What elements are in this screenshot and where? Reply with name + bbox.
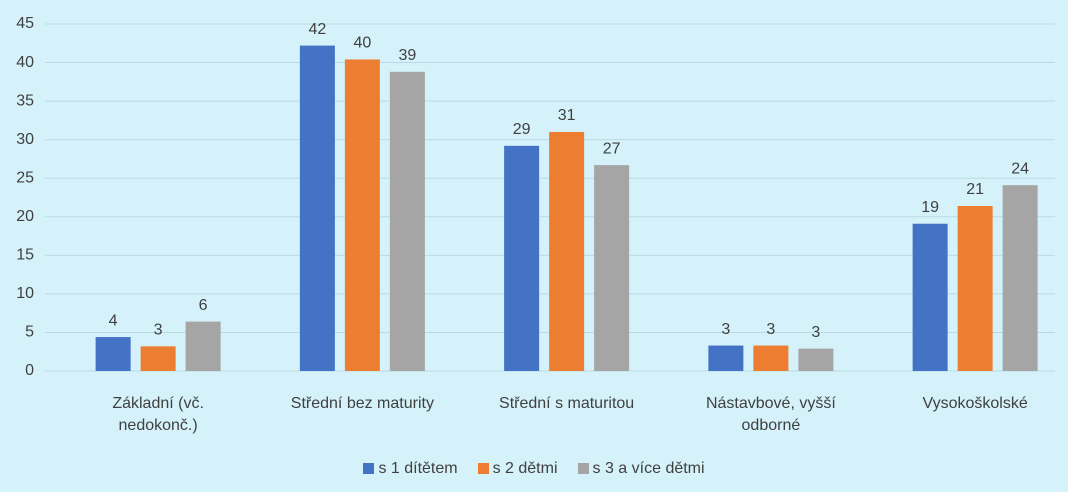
data-label: 29	[513, 121, 531, 138]
data-label: 3	[721, 321, 730, 338]
bar	[1002, 185, 1038, 371]
data-label: 39	[398, 47, 416, 64]
x-tick-label: Vysokoškolské	[922, 395, 1028, 412]
legend-swatch	[477, 463, 489, 474]
y-tick-label: 25	[16, 169, 34, 186]
data-label: 3	[811, 324, 820, 341]
bar	[708, 345, 744, 371]
bar	[594, 165, 630, 371]
legend-swatch	[363, 463, 375, 474]
data-label: 19	[921, 199, 939, 216]
bar	[344, 59, 380, 372]
bar	[299, 45, 335, 371]
data-label: 42	[308, 21, 326, 38]
legend-label: s 1 dítětem	[378, 460, 458, 477]
data-label: 3	[766, 321, 775, 338]
bar	[95, 337, 131, 371]
x-tick-label: Základní (vč. nedokonč.)	[112, 395, 204, 434]
data-label: 21	[966, 181, 984, 198]
bar	[798, 348, 834, 371]
bar	[912, 223, 948, 371]
data-label: 3	[154, 322, 163, 339]
bar	[504, 145, 540, 371]
bar	[753, 345, 789, 371]
bar	[549, 131, 585, 371]
y-tick-label: 10	[16, 285, 34, 302]
data-label: 24	[1011, 160, 1029, 177]
y-tick-label: 45	[16, 15, 34, 32]
legend: s 1 dítětem s 2 dětmi s 3 a více dětmi	[0, 460, 1068, 478]
bar	[389, 71, 425, 371]
y-tick-label: 0	[25, 362, 34, 379]
legend-label: s 2 dětmi	[492, 460, 558, 477]
legend-item: s 1 dítětem	[363, 460, 458, 478]
y-tick-label: 30	[16, 131, 34, 148]
data-label: 6	[199, 297, 208, 314]
y-tick-label: 20	[16, 208, 34, 225]
y-tick-label: 5	[25, 324, 34, 341]
bar	[957, 205, 993, 371]
legend-item: s 2 dětmi	[477, 460, 558, 478]
legend-item: s 3 a více dětmi	[577, 460, 705, 478]
data-label: 27	[603, 140, 621, 157]
y-tick-label: 40	[16, 54, 34, 71]
legend-label: s 3 a více dětmi	[592, 460, 705, 477]
data-label: 31	[558, 107, 576, 124]
x-tick-label: Střední s maturitou	[499, 395, 635, 412]
data-label: 40	[353, 35, 371, 52]
x-tick-label: Střední bez maturity	[290, 395, 434, 412]
bar	[140, 346, 176, 371]
y-tick-label: 15	[16, 247, 34, 264]
data-label: 4	[109, 312, 118, 329]
x-tick-label: Nástavbové, vyšší odborné	[705, 395, 836, 434]
legend-swatch	[577, 463, 589, 474]
bar	[185, 321, 221, 371]
y-tick-label: 35	[16, 92, 34, 109]
